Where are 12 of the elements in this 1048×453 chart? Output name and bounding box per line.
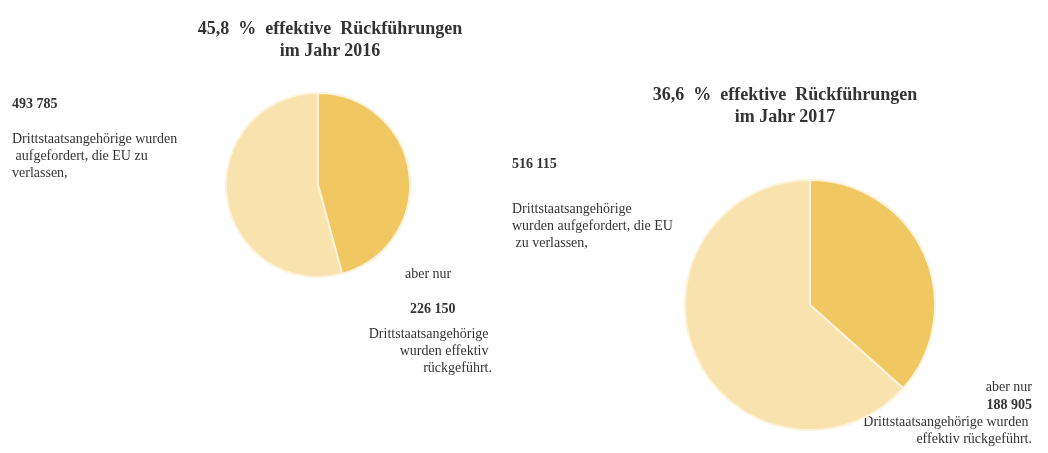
text: 516 115	[512, 156, 557, 171]
chart-title: 36,6 % effektive Rückführungen im Jahr 2017	[652, 84, 918, 126]
text: aber nur	[405, 266, 452, 281]
text: Drittstaatsangehörige wurden effektiv rückgeführt.	[368, 326, 492, 375]
text: 493 785	[12, 96, 58, 111]
text: 188 905	[986, 397, 1032, 412]
text: Drittstaatsangehörige wurden aufgefordert, die EU zu verlassen,	[12, 131, 178, 180]
text: Drittstaatsangehörige wurden aufgefordert, die EU zu verlassen,	[512, 201, 673, 250]
chart-title: 45,8 % effektive Rückführungen im Jahr 2016	[197, 18, 463, 60]
text: aber nur	[985, 379, 1033, 394]
text: 226 150	[410, 301, 456, 316]
text: Drittstaatsangehörige wurden effektiv rückgeführt.	[863, 414, 1032, 446]
